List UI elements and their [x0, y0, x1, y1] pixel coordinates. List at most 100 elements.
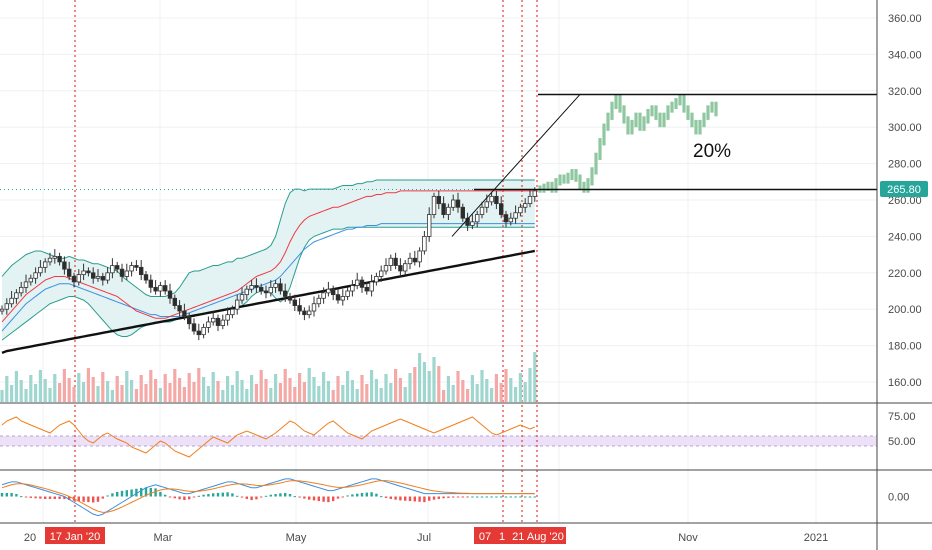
macd-histogram-bar — [101, 496, 104, 499]
macd-histogram-bar — [5, 492, 8, 497]
candle-up — [383, 265, 389, 272]
macd-histogram-bar — [404, 496, 407, 501]
volume-bar — [437, 366, 441, 402]
volume-bar — [470, 375, 474, 402]
volume-bar — [480, 370, 484, 402]
volume-bar — [269, 388, 273, 402]
macd-histogram-bar — [490, 496, 493, 498]
candle-down — [436, 195, 441, 205]
macd-histogram-bar — [173, 496, 176, 499]
macd-histogram-bar — [514, 496, 517, 498]
projection-bar — [562, 174, 566, 184]
candle-down — [282, 290, 288, 297]
candle-down — [196, 330, 201, 336]
macd-histogram-bar — [240, 496, 244, 498]
time-axis[interactable]: 20 Mar May Jul Nov 2021 — [24, 532, 828, 544]
macd-histogram-bar — [504, 496, 508, 498]
projection-bar — [646, 109, 650, 124]
candle-up — [474, 214, 480, 223]
macd-histogram-bar — [442, 496, 445, 499]
volume-bar — [355, 389, 359, 402]
volume-bar — [326, 381, 330, 402]
bollinger-band-fill — [2, 179, 535, 341]
projection-bar — [570, 169, 574, 180]
volume-bar — [259, 370, 263, 402]
candle-down — [297, 305, 302, 312]
projection-bar — [558, 174, 562, 186]
candle-up — [38, 266, 43, 274]
macd-histogram-bar — [365, 492, 368, 497]
price-tick-label: 260.00 — [888, 195, 922, 207]
projection-bar — [582, 181, 586, 193]
projection-bar — [670, 101, 674, 113]
macd-histogram-bar — [140, 488, 143, 497]
candle-down — [498, 203, 504, 215]
volume-bar — [206, 386, 210, 402]
volume-bar — [62, 369, 66, 402]
macd-histogram-bar — [212, 493, 215, 497]
volume-bar — [298, 373, 302, 402]
macd-histogram-bar — [288, 494, 292, 497]
candle-down — [258, 286, 264, 292]
macd-histogram-bar — [423, 496, 426, 503]
candle-up — [105, 272, 110, 281]
candle-down — [302, 310, 307, 316]
bollinger-fill — [2, 179, 535, 341]
macd-histogram-bar — [293, 496, 296, 498]
price-tick-label: 160.00 — [888, 377, 922, 389]
candle-up — [345, 290, 350, 297]
projection-bar — [626, 116, 630, 135]
rsi-tick-label: 50.00 — [888, 436, 916, 448]
ma-blue-line — [1, 223, 535, 332]
macd-histogram-bar — [264, 495, 268, 497]
macd-histogram-bar — [351, 494, 354, 497]
price-axis[interactable]: 360.00 340.00 320.00 300.00 280.00 260.00 240.… — [888, 13, 922, 389]
macd-histogram-bar — [260, 496, 263, 498]
candle-up — [23, 281, 29, 288]
date-marker-labels: 17 Jan '20 07 1 21 Aug '20 — [45, 527, 566, 544]
volume-bar — [149, 370, 153, 402]
candle-up — [402, 263, 408, 272]
volume-bar — [370, 370, 374, 402]
macd-histogram-bar — [202, 494, 205, 497]
volume-bar — [293, 387, 297, 402]
current-price-value: 265.80 — [887, 184, 921, 196]
current-price-label: 265.80 — [880, 181, 928, 197]
candle-up — [129, 265, 134, 272]
volume-bar — [302, 382, 306, 402]
candle-up — [523, 203, 528, 208]
volume-bar — [499, 383, 503, 402]
macd-histogram-bar — [63, 496, 66, 499]
volume-bar — [221, 390, 225, 402]
candle-up — [158, 285, 163, 292]
macd-histogram-bar — [207, 494, 210, 497]
macd-histogram-bar — [312, 496, 316, 501]
candle-down — [359, 279, 365, 288]
time-tick-label: 2021 — [804, 532, 828, 544]
candle-up — [508, 217, 513, 223]
projection-bar — [606, 112, 610, 131]
volume-bar — [504, 369, 508, 402]
price-candles[interactable] — [0, 187, 537, 341]
candle-down — [67, 268, 72, 277]
macd-histogram-bar — [125, 490, 128, 497]
projection-bar — [542, 183, 546, 193]
candle-up — [110, 265, 115, 274]
candle-down — [393, 257, 398, 266]
projection-bar — [618, 94, 622, 113]
volume-bar — [43, 379, 47, 402]
macd-histogram-bar — [356, 493, 359, 497]
macd-histogram-bar — [466, 496, 469, 498]
volume-bar — [398, 378, 402, 402]
candle-up — [470, 221, 475, 226]
candle-up — [532, 190, 537, 197]
candle-down — [494, 195, 499, 205]
macd-histogram-bar — [178, 496, 181, 500]
time-tick-label: Nov — [678, 532, 698, 544]
candle-up — [18, 286, 24, 294]
drawn-levels[interactable] — [451, 93, 877, 237]
volume-bar — [197, 368, 201, 402]
price-tick-label: 180.00 — [888, 341, 922, 353]
candle-down — [292, 299, 297, 306]
